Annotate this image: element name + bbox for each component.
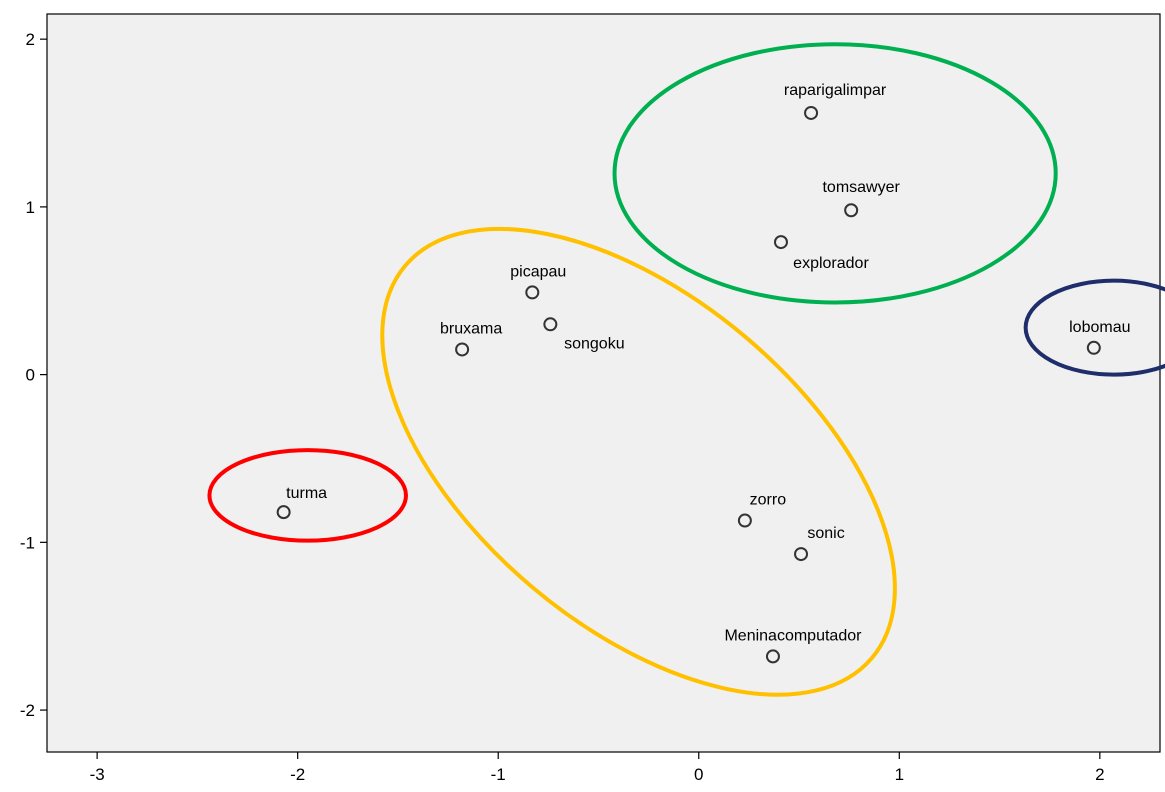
point-marker-tomsawyer	[844, 203, 859, 218]
plot-area	[46, 13, 1161, 753]
point-label-sonic: sonic	[807, 525, 844, 542]
x-tick-label: -1	[491, 765, 506, 784]
point-label-tomsawyer: tomsawyer	[822, 179, 900, 196]
point-marker-lobomau	[1086, 340, 1101, 355]
point-marker-meninacomputador	[765, 649, 780, 664]
y-tick-label: -2	[20, 701, 35, 720]
point-label-zorro: zorro	[750, 492, 787, 509]
x-tick-label: 1	[895, 765, 904, 784]
point-label-lobomau: lobomau	[1069, 319, 1130, 336]
point-marker-turma	[276, 505, 291, 520]
annotation-layer	[207, 42, 1165, 697]
point-label-raparigalimpar: raparigalimpar	[784, 82, 887, 99]
point-label-songoku: songoku	[564, 335, 625, 352]
point-marker-songoku	[543, 317, 558, 332]
x-tick-label: -3	[90, 765, 105, 784]
point-marker-sonic	[794, 547, 809, 562]
x-tick-label: -2	[290, 765, 305, 784]
cluster-ellipse-3	[207, 448, 408, 543]
point-label-explorador: explorador	[793, 255, 869, 272]
point-marker-explorador	[773, 235, 788, 250]
cluster-ellipse-1	[612, 42, 1058, 305]
y-tick-label: 0	[26, 366, 35, 385]
x-tick-label: 2	[1095, 765, 1104, 784]
points-layer: raparigalimpar tomsawyer explorador picapau…	[276, 82, 1131, 664]
point-label-turma: turma	[286, 485, 327, 502]
x-tick-label: 0	[694, 765, 703, 784]
point-label-meninacomputador: Meninacomputador	[724, 627, 862, 644]
cluster-ellipse-2	[1023, 278, 1165, 377]
y-tick-label: 1	[26, 198, 35, 217]
point-marker-bruxama	[455, 342, 470, 357]
axis-layer: -3 -2 -1 0 1 2 -2 -1 0 1 2	[20, 30, 1105, 784]
point-marker-zorro	[737, 513, 752, 528]
y-tick-label: 2	[26, 30, 35, 49]
point-marker-picapau	[525, 285, 540, 300]
y-tick-label: -1	[20, 533, 35, 552]
point-label-bruxama: bruxama	[440, 320, 502, 337]
point-marker-raparigalimpar	[804, 105, 819, 120]
point-label-picapau: picapau	[510, 263, 566, 280]
cluster-ellipse-4	[380, 226, 897, 697]
